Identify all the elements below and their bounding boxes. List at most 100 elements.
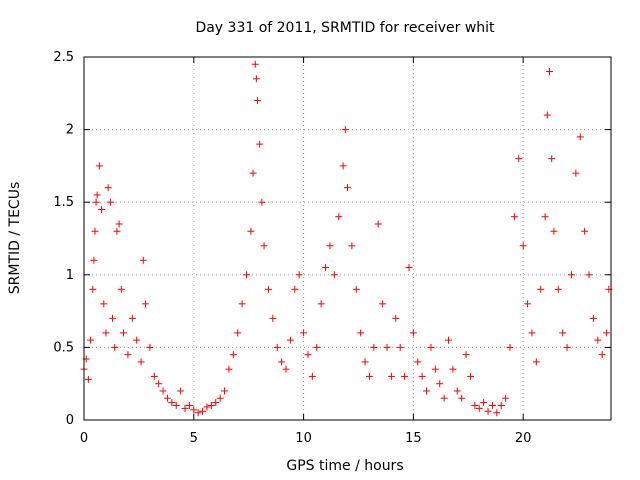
data-point: [168, 399, 176, 407]
data-point: [225, 365, 233, 373]
data-point: [519, 242, 527, 250]
data-point: [436, 380, 444, 388]
data-point: [199, 407, 207, 415]
data-point: [104, 184, 112, 192]
data-point: [207, 401, 215, 409]
data-point: [554, 285, 562, 293]
data-point: [392, 314, 400, 322]
data-point: [106, 198, 114, 206]
data-point: [113, 227, 121, 235]
data-point: [146, 343, 154, 351]
data-point: [493, 409, 501, 417]
data-point: [414, 358, 422, 366]
data-point: [506, 343, 514, 351]
data-point: [273, 343, 281, 351]
data-point: [128, 314, 136, 322]
data-point: [484, 407, 492, 415]
data-point: [291, 285, 299, 293]
data-point: [370, 343, 378, 351]
data-point: [488, 401, 496, 409]
y-tick-label: 0.5: [53, 340, 74, 355]
data-point: [282, 365, 290, 373]
data-point: [117, 285, 125, 293]
data-point: [264, 285, 272, 293]
data-point: [93, 191, 101, 199]
data-point: [335, 213, 343, 221]
y-axis-ticks: 0 0.5 1 1.5 2 2.5: [53, 50, 611, 428]
data-point: [102, 329, 110, 337]
data-point: [155, 380, 163, 388]
data-point: [585, 271, 593, 279]
data-point: [115, 220, 123, 228]
grid-lines: [84, 57, 611, 420]
data-point: [252, 75, 260, 83]
data-point: [576, 133, 584, 141]
data-point: [567, 271, 575, 279]
data-point: [418, 372, 426, 380]
data-point: [150, 372, 158, 380]
data-point: [462, 351, 470, 359]
data-point: [163, 394, 171, 402]
data-point: [510, 213, 518, 221]
data-point: [453, 387, 461, 395]
data-point: [203, 403, 211, 411]
x-tick-label: 0: [80, 431, 88, 446]
data-point: [139, 256, 147, 264]
data-point: [177, 387, 185, 395]
data-point: [251, 60, 259, 68]
data-point: [234, 329, 242, 337]
data-point: [341, 126, 349, 134]
data-point: [401, 372, 409, 380]
data-point: [159, 387, 167, 395]
data-point: [172, 401, 180, 409]
data-point: [304, 351, 312, 359]
data-point: [563, 343, 571, 351]
data-point: [247, 227, 255, 235]
data-point: [269, 314, 277, 322]
data-point: [111, 343, 119, 351]
data-point: [98, 205, 106, 213]
data-point: [322, 264, 330, 272]
y-tick-label: 2.5: [53, 50, 74, 65]
x-tick-label: 20: [515, 431, 532, 446]
data-point: [423, 387, 431, 395]
data-point: [141, 300, 149, 308]
data-point: [84, 375, 92, 383]
data-point: [124, 351, 132, 359]
data-point: [572, 169, 580, 177]
data-point: [440, 394, 448, 402]
x-tick-label: 10: [295, 431, 312, 446]
data-point: [532, 358, 540, 366]
data-point: [445, 336, 453, 344]
y-tick-label: 1: [66, 268, 74, 283]
data-point: [308, 372, 316, 380]
data-point: [515, 155, 523, 163]
data-point: [379, 300, 387, 308]
plot-frame: [83, 56, 612, 421]
data-point: [339, 162, 347, 170]
data-point: [95, 162, 103, 170]
data-point: [594, 336, 602, 344]
data-point: [212, 399, 220, 407]
data-point: [242, 271, 250, 279]
data-point: [550, 227, 558, 235]
data-point: [181, 404, 189, 412]
data-point: [548, 155, 556, 163]
data-point: [348, 242, 356, 250]
data-point: [357, 329, 365, 337]
data-point: [109, 314, 117, 322]
data-point: [278, 358, 286, 366]
data-point: [194, 409, 202, 417]
data-point: [480, 399, 488, 407]
data-point: [352, 285, 360, 293]
data-point: [317, 300, 325, 308]
data-point: [137, 358, 145, 366]
data-point: [471, 401, 479, 409]
data-point: [546, 68, 554, 76]
data-point: [91, 227, 99, 235]
data-point: [90, 256, 98, 264]
y-tick-label: 1.5: [53, 195, 74, 210]
x-tick-label: 5: [190, 431, 198, 446]
data-point: [427, 343, 435, 351]
